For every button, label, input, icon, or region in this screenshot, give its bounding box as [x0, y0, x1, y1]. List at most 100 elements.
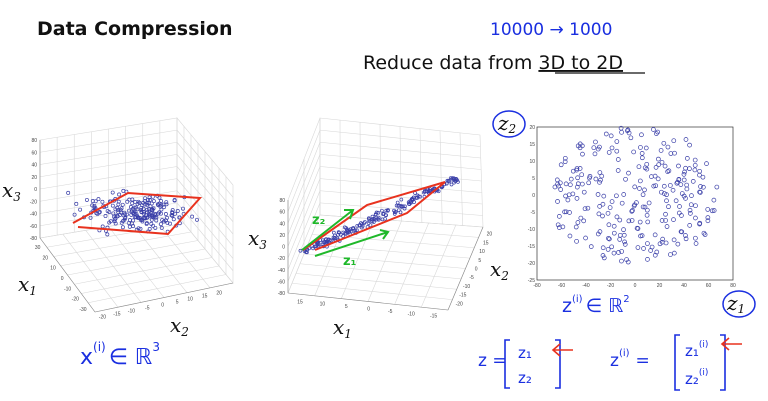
x2-tick-label: -15 — [113, 312, 120, 318]
data-point — [105, 232, 110, 237]
data-point — [138, 226, 143, 231]
data-point — [663, 211, 668, 217]
data-point — [152, 214, 157, 219]
grid-line — [394, 222, 429, 305]
x-tick-label: 20 — [657, 283, 663, 289]
data-point — [446, 178, 451, 183]
data-point — [455, 178, 460, 183]
mid-z2-label: z₂ — [312, 213, 325, 228]
data-point — [159, 199, 164, 203]
data-point — [574, 184, 580, 190]
data-point — [601, 193, 607, 199]
grid-line — [46, 223, 185, 248]
data-point — [599, 173, 605, 179]
data-point — [567, 210, 572, 215]
grid-line — [60, 240, 199, 267]
mid-x3-label: x3 — [248, 226, 267, 252]
data-point — [651, 183, 657, 189]
data-point — [359, 221, 363, 225]
data-point — [355, 223, 360, 228]
x3-tick-label: 0 — [282, 245, 285, 251]
data-point — [116, 202, 121, 207]
data-point — [92, 203, 97, 208]
data-point — [593, 176, 599, 182]
data-point — [153, 225, 158, 230]
data-point — [575, 175, 580, 181]
data-point — [562, 159, 568, 165]
data-point — [608, 133, 614, 139]
data-point — [159, 225, 164, 230]
x3-tick-label: 20 — [31, 175, 37, 181]
y-tick-label: 0 — [532, 193, 535, 199]
data-point — [714, 184, 720, 190]
data-point — [124, 212, 129, 217]
grid-line — [319, 202, 483, 216]
left-x3-label: x3 — [2, 178, 21, 204]
data-point — [673, 198, 679, 204]
x2-tick-label: -10 — [463, 284, 470, 290]
data-point — [666, 204, 671, 210]
data-point — [383, 216, 387, 221]
data-point — [344, 226, 349, 230]
data-point — [649, 174, 654, 179]
data-point — [110, 203, 115, 208]
data-point — [606, 235, 611, 241]
grid-line — [67, 248, 206, 276]
data-point — [450, 176, 455, 180]
data-point — [690, 179, 696, 184]
data-point — [646, 200, 652, 206]
y-tick-label: -20 — [528, 261, 535, 267]
data-point — [341, 234, 345, 238]
z1-circle — [722, 290, 756, 318]
data-point — [687, 223, 693, 228]
x3-tick-label: 80 — [279, 198, 285, 204]
data-point — [605, 210, 611, 216]
data-point — [394, 203, 399, 208]
grid-line — [176, 190, 234, 259]
data-point — [661, 140, 667, 146]
data-point — [683, 137, 689, 142]
data-point — [172, 198, 177, 202]
grid-line — [176, 178, 234, 247]
data-point — [678, 182, 684, 187]
data-point — [617, 232, 623, 238]
data-point — [384, 208, 389, 213]
data-point — [120, 202, 125, 207]
data-point — [676, 210, 682, 216]
x1-tick-label: 0 — [367, 307, 370, 313]
data-point — [84, 197, 89, 202]
grid-line — [39, 178, 178, 202]
data-point — [629, 218, 635, 223]
y-tick-label: 20 — [529, 125, 535, 131]
data-point — [449, 182, 454, 187]
data-point — [697, 172, 702, 178]
data-point — [659, 218, 665, 223]
data-point — [127, 197, 132, 202]
grid-line — [176, 129, 234, 198]
x2-tick-label: 5 — [176, 299, 179, 305]
x2-tick-label: 20 — [216, 290, 222, 296]
data-point — [586, 180, 592, 186]
grid-line — [88, 274, 227, 304]
data-point — [366, 221, 371, 225]
data-point — [682, 169, 687, 175]
z1-direction-arrow — [314, 229, 390, 257]
data-point — [692, 162, 698, 168]
data-point — [603, 131, 609, 137]
data-point — [653, 165, 659, 170]
data-point — [638, 233, 643, 239]
data-point — [110, 190, 115, 195]
data-point — [658, 148, 664, 153]
data-point — [635, 245, 641, 250]
data-point — [376, 215, 381, 220]
data-point — [311, 246, 315, 251]
data-point — [127, 224, 132, 229]
data-point — [147, 213, 152, 218]
data-point — [631, 149, 637, 155]
data-point — [119, 206, 124, 211]
data-point — [175, 209, 180, 213]
grid-line — [53, 231, 192, 257]
data-point — [661, 183, 667, 189]
data-point — [574, 238, 579, 244]
data-point — [93, 206, 98, 210]
